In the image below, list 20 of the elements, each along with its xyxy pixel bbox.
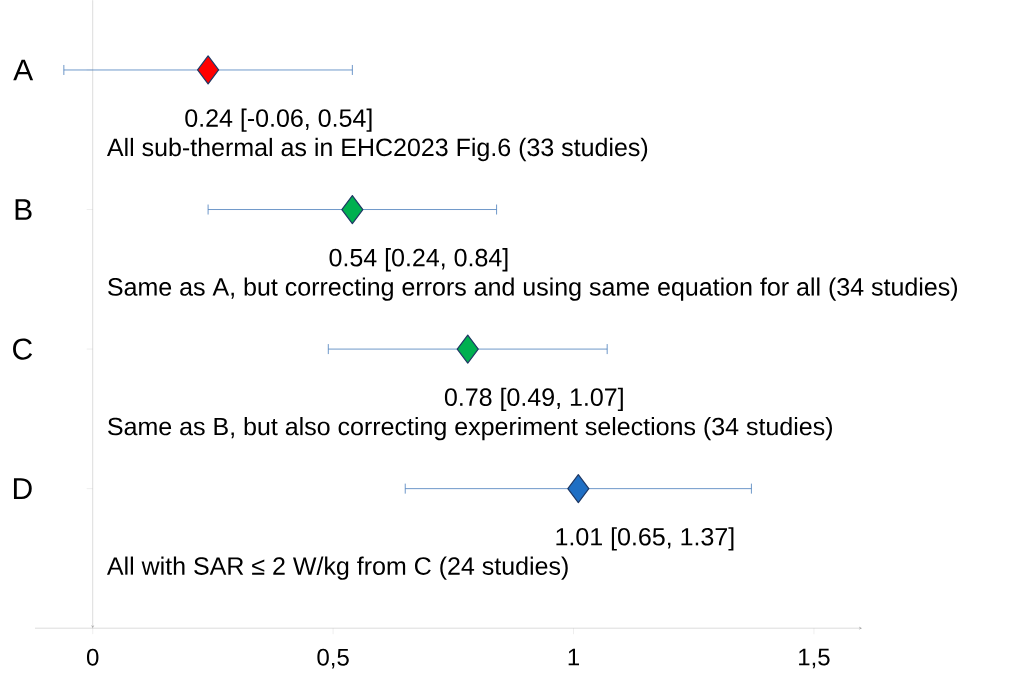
data-label: 0.78 [0.49, 1.07]: [444, 387, 623, 412]
data-label: 0.54 [0.24, 0.84]: [329, 248, 508, 272]
annotation: All with SAR ≤ 2 W/kg from C (24 studies): [106, 556, 568, 580]
x-tick-label: 0,5: [317, 648, 349, 669]
y-tick-label: D: [13, 478, 32, 500]
data-label: 0.24 [-0.06, 0.54]: [185, 108, 372, 132]
point: [341, 194, 364, 225]
x-tick-label: 0: [86, 648, 99, 666]
data-label: 1.01 [0.65, 1.37]: [556, 527, 734, 551]
annotation: Same as A, but correcting errors and using same equation for all (34 studies): [108, 277, 958, 301]
annotation: Same as B, but also correcting experiment selections (34 studies): [108, 417, 832, 441]
y-tick-label: B: [15, 199, 32, 220]
point: [197, 55, 220, 85]
x-tick-label: 1: [568, 648, 580, 666]
annotation: All sub-thermal as in EHC2023 Fig.6 (33 studies): [106, 137, 648, 162]
y-tick-label: C: [13, 338, 33, 360]
x-tick-label: 1,5: [799, 648, 830, 669]
point: [456, 334, 479, 364]
y-tick-label: A: [13, 59, 34, 81]
point: [567, 474, 590, 504]
